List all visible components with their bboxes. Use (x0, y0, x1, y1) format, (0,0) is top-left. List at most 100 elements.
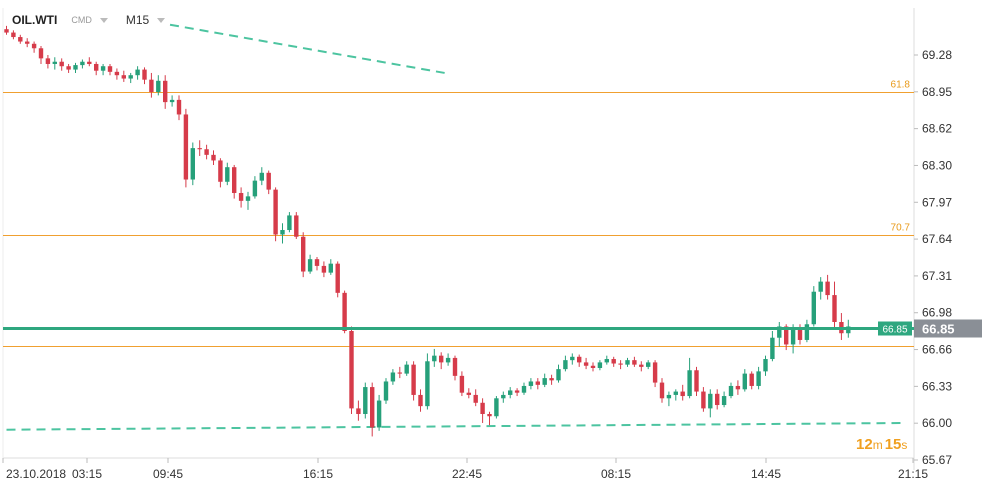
candle-body-down (452, 357, 458, 376)
candle-body-down (701, 391, 706, 409)
candle-body-down (335, 263, 340, 293)
candle-body-down (659, 382, 665, 399)
y-tick-label: 67.97 (922, 195, 952, 209)
candle-body-down (107, 66, 113, 72)
candle-body-down (66, 66, 71, 70)
candle-body-down (577, 356, 582, 363)
candle-body-down (321, 265, 327, 273)
candle-body-up (259, 172, 264, 181)
candle-body-up (156, 80, 161, 93)
candle-body-up (673, 391, 678, 395)
x-tick-label: 22:45 (452, 467, 482, 481)
symbol-label[interactable]: OIL.WTI (12, 13, 58, 27)
candle-body-down (211, 154, 216, 161)
candle-body-down (294, 215, 299, 237)
candle-body-up (390, 372, 396, 382)
candle-body-down (31, 43, 37, 49)
candle-body-up (597, 362, 603, 369)
timer-minutes: 12 (856, 436, 873, 453)
candle-body-down (590, 365, 596, 369)
candle-body-down (87, 61, 92, 64)
candle-body-down (342, 292, 347, 331)
candle-countdown-timer: 12m 15s (856, 436, 909, 453)
candle-body-up (770, 337, 775, 360)
candle-body-up (508, 390, 513, 395)
candle-body-up (280, 230, 285, 235)
category-chevron-down-icon[interactable] (99, 17, 108, 23)
candle-body-up (287, 215, 292, 231)
timeframe-selector[interactable]: M15 (125, 13, 150, 27)
candle-body-up (135, 69, 140, 76)
candle-body-down (832, 295, 837, 323)
candle-body-down (459, 375, 465, 393)
y-tick-label: 69.28 (922, 48, 952, 62)
timer-seconds: 15 (884, 436, 902, 453)
candle-body-up (742, 373, 747, 390)
timer-minutes-unit: m (872, 438, 883, 452)
candle-body-up (190, 148, 195, 180)
candle-body-up (225, 167, 230, 182)
candle-body-down (370, 387, 375, 428)
candle-body-up (307, 259, 313, 272)
x-tick-label: 23.10.2018 (6, 467, 66, 481)
candle-body-up (777, 326, 782, 338)
candle-body-down (4, 29, 9, 33)
candle-body-down (784, 326, 789, 345)
candle-body-down (238, 192, 244, 201)
y-tick-label: 65.67 (922, 453, 952, 467)
candle-body-down (418, 394, 423, 407)
candle-body-up (666, 394, 672, 399)
candle-body-down (356, 408, 361, 415)
candle-body-down (397, 372, 402, 374)
x-tick-label: 08:15 (601, 467, 631, 481)
candle-body-up (721, 396, 727, 406)
candle-body-up (501, 394, 506, 399)
y-tick-label: 66.98 (922, 306, 952, 320)
candle-body-up (494, 398, 499, 417)
candle-body-down (715, 393, 720, 406)
candle-body-down (163, 80, 168, 103)
candle-body-down (314, 259, 320, 266)
candle-body-down (38, 48, 44, 59)
candle-body-down (639, 364, 644, 367)
candle-body-up (790, 328, 796, 345)
candle-body-down (149, 79, 154, 93)
fib-level-label: 61.8 (891, 80, 911, 91)
candle-body-down (349, 330, 354, 409)
candle-body-down (611, 359, 616, 364)
chart-toolbar: OIL.WTI CMD M15 (12, 10, 166, 30)
candle-body-up (818, 281, 823, 292)
candle-body-up (432, 355, 437, 362)
candle-body-up (646, 362, 651, 367)
candle-body-up (521, 385, 527, 393)
candle-body-down (735, 385, 741, 390)
candle-body-down (301, 236, 306, 272)
candle-body-down (232, 167, 237, 193)
candle-body-up (625, 360, 630, 365)
candle-body-down (176, 99, 182, 115)
price-flag-left (878, 321, 912, 336)
candle-body-up (383, 381, 389, 401)
category-tag[interactable]: CMD (71, 15, 92, 25)
x-tick-label: 03:15 (72, 467, 102, 481)
candle-body-down (514, 390, 520, 393)
x-tick-label: 21:15 (898, 467, 928, 481)
fib-level-label: 70.7 (891, 223, 911, 234)
y-tick-label: 67.64 (922, 232, 952, 246)
timeframe-chevron-down-icon[interactable] (157, 17, 166, 23)
candle-body-up (804, 324, 810, 340)
candle-body-up (376, 400, 382, 428)
candle-body-down (45, 58, 51, 64)
candle-body-down (218, 160, 223, 182)
candle-body-up (708, 393, 713, 409)
candle-body-down (204, 149, 209, 155)
candle-body-up (604, 359, 609, 363)
price-flag-left-text: 66.85 (882, 325, 907, 336)
candle-body-down (114, 71, 120, 76)
y-tick-label: 68.30 (922, 158, 952, 172)
y-tick-label: 68.95 (922, 85, 952, 99)
candle-body-down (11, 32, 16, 38)
candle-body-up (556, 369, 561, 381)
candle-body-up (528, 381, 534, 386)
